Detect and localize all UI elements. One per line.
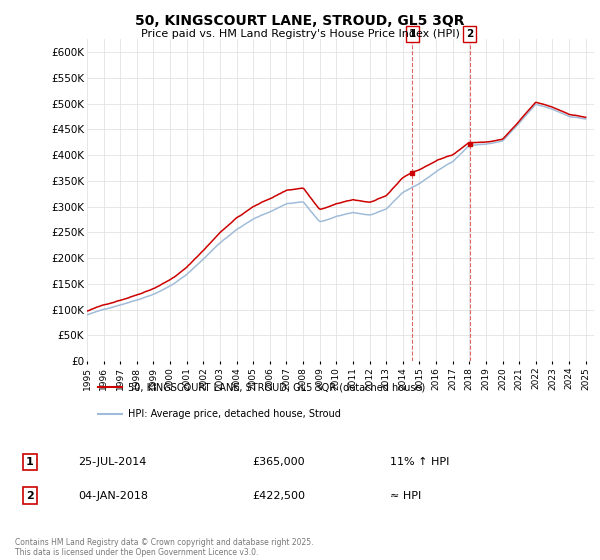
Text: 25-JUL-2014: 25-JUL-2014 (78, 457, 146, 467)
Text: 1: 1 (26, 457, 34, 467)
Text: ≈ HPI: ≈ HPI (390, 491, 421, 501)
Text: 11% ↑ HPI: 11% ↑ HPI (390, 457, 449, 467)
Text: 04-JAN-2018: 04-JAN-2018 (78, 491, 148, 501)
Text: 2: 2 (466, 29, 473, 39)
Text: Contains HM Land Registry data © Crown copyright and database right 2025.
This d: Contains HM Land Registry data © Crown c… (15, 538, 314, 557)
Text: Price paid vs. HM Land Registry's House Price Index (HPI): Price paid vs. HM Land Registry's House … (140, 29, 460, 39)
Text: 50, KINGSCOURT LANE, STROUD, GL5 3QR: 50, KINGSCOURT LANE, STROUD, GL5 3QR (135, 14, 465, 28)
Text: 2: 2 (26, 491, 34, 501)
Text: £422,500: £422,500 (252, 491, 305, 501)
Text: 1: 1 (409, 29, 416, 39)
Text: £365,000: £365,000 (252, 457, 305, 467)
Text: HPI: Average price, detached house, Stroud: HPI: Average price, detached house, Stro… (128, 409, 341, 419)
Text: 50, KINGSCOURT LANE, STROUD, GL5 3QR (detached house): 50, KINGSCOURT LANE, STROUD, GL5 3QR (de… (128, 382, 425, 392)
